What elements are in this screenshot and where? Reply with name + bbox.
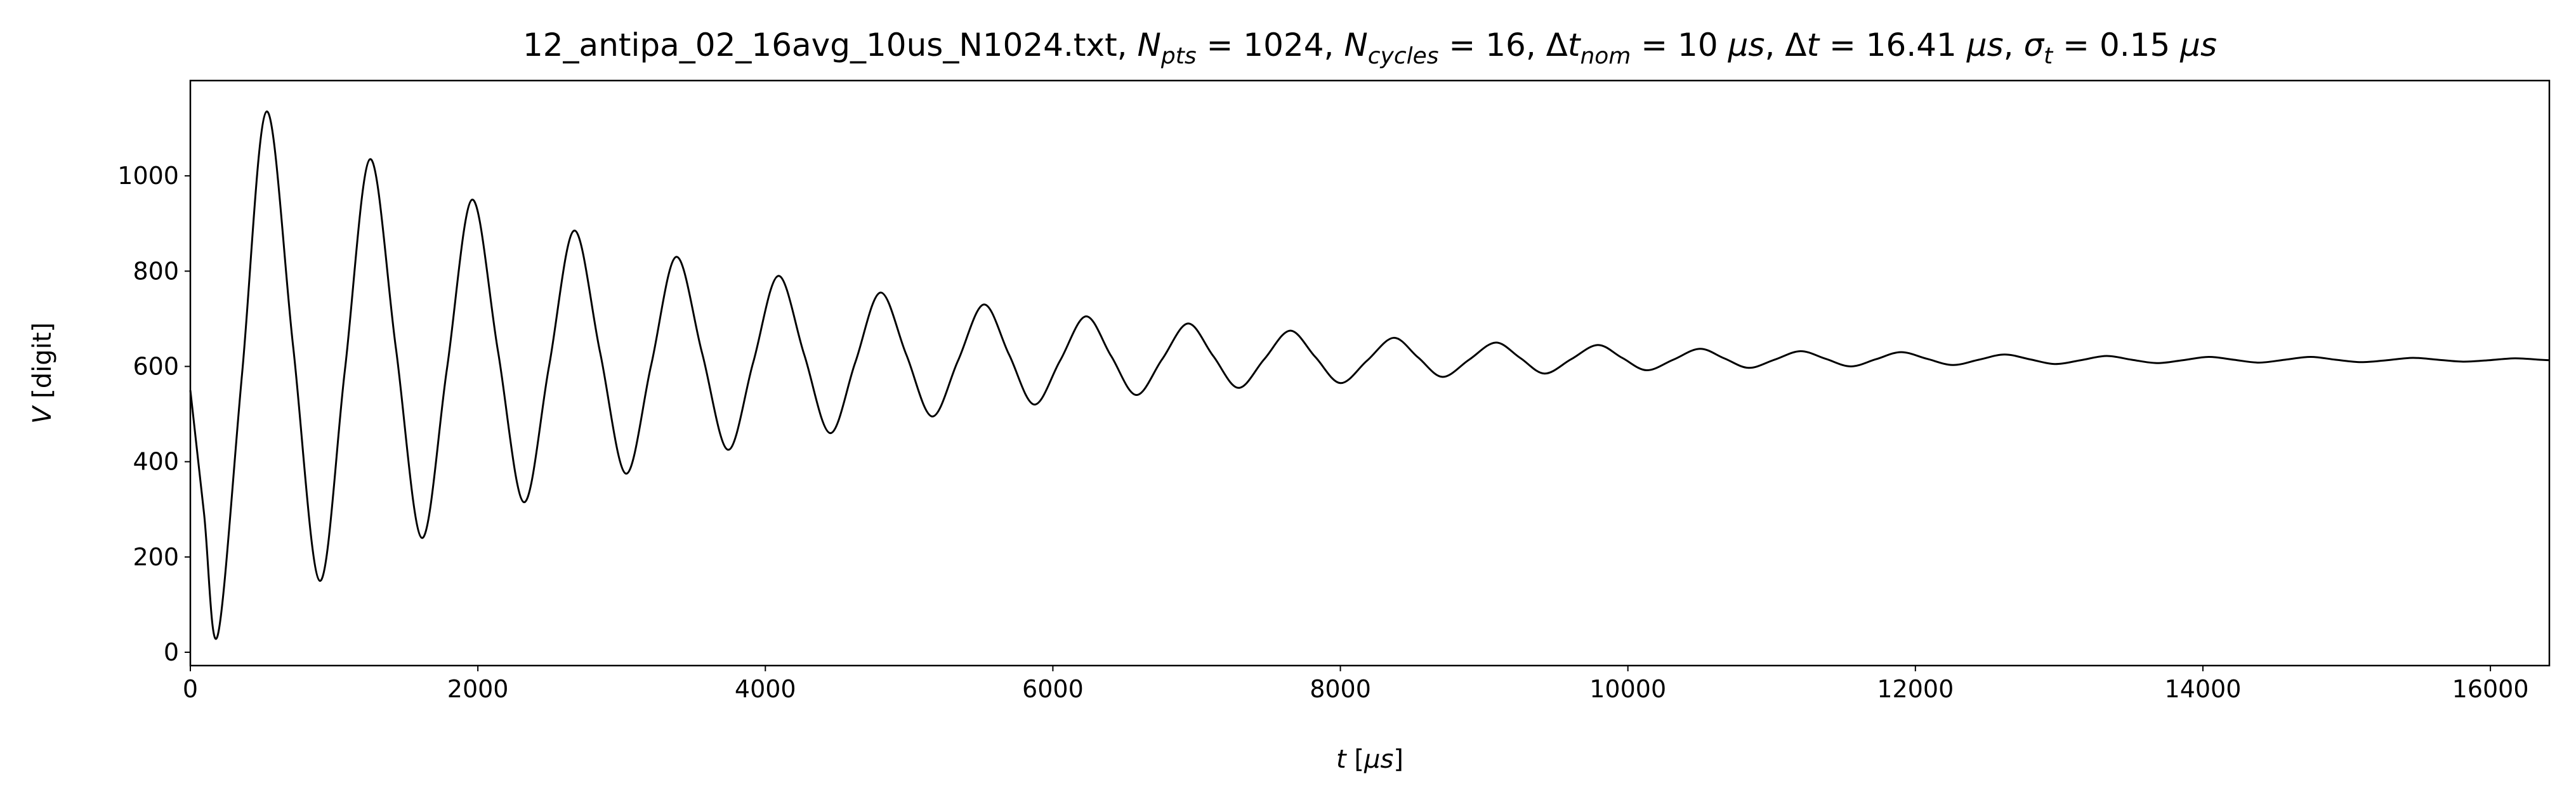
text-part: V	[28, 405, 57, 424]
text-part: μs	[1364, 745, 1393, 774]
text-part: σ	[2023, 27, 2044, 63]
text-part: N	[1344, 27, 1367, 63]
text-part: 12_antipa_02_16avg_10us_N1024.txt,	[523, 27, 1138, 63]
text-part: ]	[1393, 745, 1403, 774]
text-part: = 16, Δ	[1439, 27, 1568, 63]
x-tick-label: 10000	[1589, 675, 1666, 703]
text-part: μs	[2179, 27, 2217, 63]
y-axis-label: V [digit]	[28, 322, 57, 424]
text-part: nom	[1580, 43, 1631, 69]
y-tick-label: 0	[164, 638, 179, 666]
x-tick-label: 16000	[2452, 675, 2529, 703]
x-tick-label: 8000	[1310, 675, 1371, 703]
text-part: μs	[1966, 27, 2004, 63]
text-part: t	[1568, 27, 1582, 63]
text-part: = 0.15	[2053, 27, 2180, 63]
x-tick-label: 14000	[2165, 675, 2242, 703]
y-tick-label: 400	[133, 448, 179, 476]
text-part: t	[1806, 27, 1820, 63]
x-tick-label: 2000	[447, 675, 509, 703]
text-part: pts	[1160, 43, 1197, 69]
x-axis-label: t [μs]	[1336, 745, 1403, 774]
plot-frame	[189, 79, 2551, 667]
y-tick-label: 800	[133, 257, 179, 285]
text-part: μs	[1728, 27, 1765, 63]
text-part: t	[1336, 745, 1347, 774]
text-part: N	[1137, 27, 1160, 63]
text-part: [	[1346, 745, 1364, 774]
text-part: = 10	[1631, 27, 1728, 63]
text-part: , Δ	[1764, 27, 1806, 63]
x-tick-label: 0	[183, 675, 198, 703]
text-part: = 1024,	[1197, 27, 1344, 63]
x-tick-label: 12000	[1877, 675, 1954, 703]
text-part: ,	[2004, 27, 2024, 63]
x-tick-label: 4000	[735, 675, 796, 703]
text-part: cycles	[1368, 43, 1439, 69]
text-part: = 16.41	[1819, 27, 1967, 63]
y-tick-label: 200	[133, 543, 179, 571]
x-tick-label: 6000	[1022, 675, 1084, 703]
chart-title: 12_antipa_02_16avg_10us_N1024.txt, Npts …	[523, 27, 2217, 69]
y-tick-label: 1000	[117, 162, 179, 190]
data-line	[189, 110, 2550, 640]
y-tick-label: 600	[133, 352, 179, 380]
text-part: t	[2044, 43, 2054, 69]
text-part: [digit]	[28, 322, 57, 407]
